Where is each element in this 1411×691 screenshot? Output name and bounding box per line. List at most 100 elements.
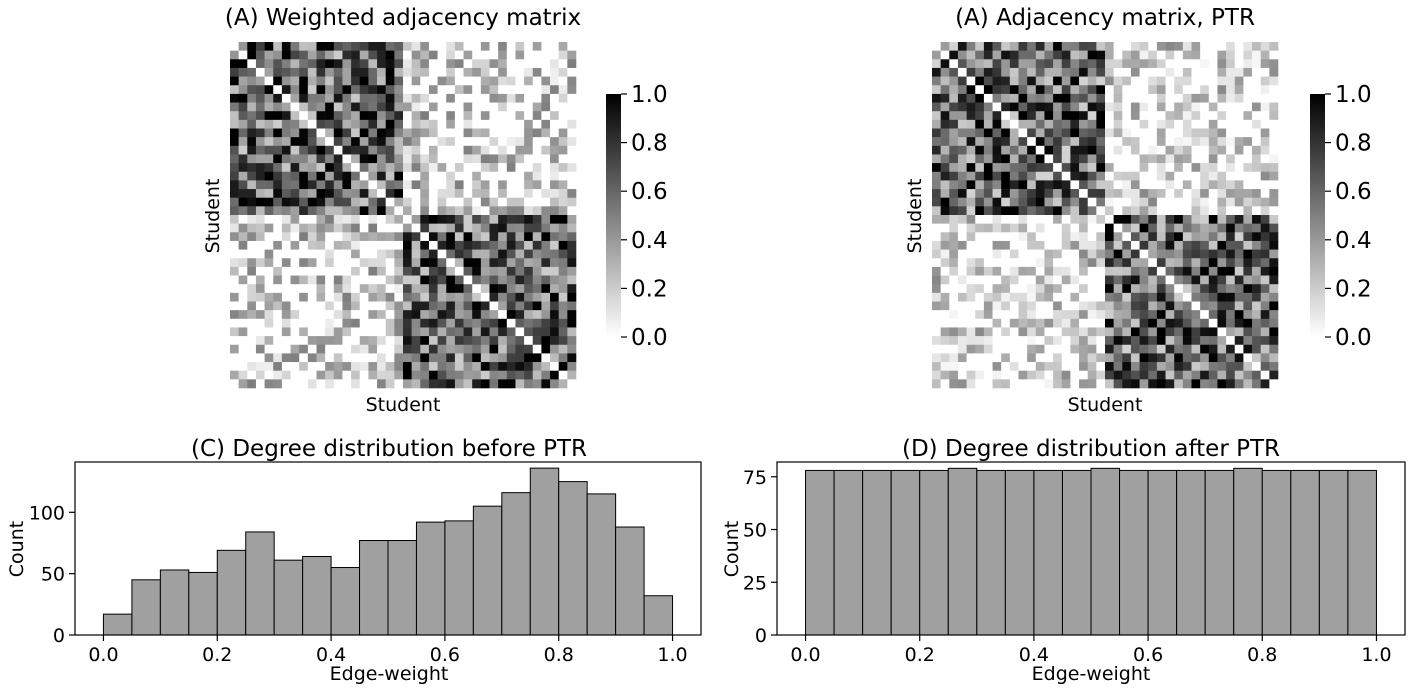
heatmap-cell: [1096, 232, 1106, 242]
heatmap-cell: [264, 154, 274, 164]
heatmap-cell: [524, 42, 534, 51]
heatmap-cell: [420, 171, 430, 181]
heatmap-cell: [290, 292, 300, 302]
heatmap-cell: [966, 318, 976, 328]
heatmap-cell: [299, 344, 309, 354]
heatmap-cell: [1130, 310, 1140, 320]
heatmap-cell: [437, 50, 447, 60]
heatmap-cell: [1096, 76, 1106, 86]
heatmap-cell: [498, 50, 508, 60]
heatmap-cell: [1061, 128, 1071, 138]
heatmap-cell: [558, 249, 568, 259]
heatmap-cell: [1156, 197, 1166, 207]
heatmap-cell: [1148, 145, 1158, 155]
histogram-bar: [890, 469, 921, 636]
heatmap-cell: [472, 128, 482, 138]
heatmap-cell: [1122, 223, 1132, 233]
heatmap-cell: [281, 180, 291, 190]
heatmap-cell: [1070, 258, 1080, 268]
heatmap-cell: [983, 189, 993, 198]
heatmap-cell: [1217, 240, 1227, 250]
x-tick-label: 0.2: [905, 644, 935, 666]
heatmap-cell: [940, 180, 950, 190]
heatmap-cell: [1113, 249, 1123, 259]
heatmap-cell: [420, 275, 430, 285]
heatmap-cell: [567, 111, 577, 121]
heatmap-cell: [480, 76, 490, 86]
heatmap-cell: [506, 258, 516, 268]
heatmap-cell: [255, 240, 265, 250]
heatmap-cell: [1182, 145, 1192, 155]
heatmap-cell: [299, 310, 309, 320]
heatmap-cell: [1096, 249, 1106, 259]
heatmap-cell: [1148, 292, 1158, 302]
heatmap-cell: [325, 111, 335, 121]
heatmap-cell: [394, 76, 404, 86]
heatmap-cell: [1105, 189, 1114, 198]
heatmap-cell: [480, 154, 490, 164]
heatmap-cell: [1226, 353, 1236, 363]
heatmap-cell: [385, 310, 395, 320]
heatmap-cell: [1113, 284, 1123, 294]
heatmap-cell: [255, 215, 265, 224]
heatmap-cell: [325, 292, 335, 302]
heatmap-cell: [949, 327, 959, 337]
heatmap-cell: [1070, 42, 1080, 51]
heatmap-cell: [1234, 379, 1244, 389]
heatmap-cell: [1096, 379, 1106, 389]
heatmap-cell: [255, 119, 265, 129]
heatmap-cell: [1139, 197, 1149, 207]
heatmap-cell: [238, 197, 248, 207]
heatmap-cell: [975, 301, 985, 311]
heatmap-cell: [403, 102, 412, 112]
heatmap-cell: [992, 249, 1002, 259]
heatmap-cell: [1217, 163, 1227, 173]
heatmap-cell: [437, 59, 447, 69]
y-tick-label: 100: [29, 502, 65, 524]
heatmap-cell: [1096, 362, 1106, 371]
heatmap-cell: [966, 336, 976, 346]
heatmap-cell: [992, 180, 1002, 190]
heatmap-cell: [1096, 145, 1106, 155]
heatmap-cell: [403, 275, 412, 285]
heatmap-cell: [1208, 336, 1218, 346]
heatmap-cell: [1061, 171, 1071, 181]
heatmap-cell: [342, 327, 352, 337]
heatmap-cell: [1105, 344, 1114, 354]
heatmap-cell: [385, 223, 395, 233]
heatmap-cell: [1174, 42, 1184, 51]
heatmap-cell: [420, 240, 430, 250]
axes-frame: [776, 461, 1406, 636]
heatmap-cell: [333, 197, 343, 207]
heatmap-cell: [992, 223, 1002, 233]
heatmap-cell: [550, 249, 559, 259]
heatmap-cell: [1113, 310, 1123, 320]
heatmap-cell: [949, 215, 959, 224]
heatmap-cell: [1217, 171, 1227, 181]
heatmap-cell: [932, 327, 941, 337]
heatmap-cell: [1234, 310, 1244, 320]
heatmap-cell: [1174, 189, 1184, 198]
heatmap-cell: [567, 232, 577, 242]
heatmap-cell: [1156, 284, 1166, 294]
heatmap-cell: [1001, 180, 1011, 190]
heatmap-cell: [273, 180, 283, 190]
heatmap-cell: [524, 206, 534, 216]
heatmap-cell: [333, 344, 343, 354]
heatmap-cell: [1234, 154, 1244, 164]
heatmap-cell: [299, 206, 309, 216]
heatmap-cell: [1096, 327, 1106, 337]
heatmap-cell: [403, 163, 412, 173]
heatmap-cell: [273, 344, 283, 354]
heatmap-cell: [368, 76, 378, 86]
heatmap-cell: [264, 67, 274, 77]
colorbar-tick-label: 1.0: [1335, 82, 1372, 108]
heatmap-cell: [1044, 344, 1054, 354]
heatmap-cell: [1018, 336, 1028, 346]
heatmap-cell: [1096, 240, 1106, 250]
heatmap-cell: [385, 284, 395, 294]
heatmap-cell: [515, 67, 525, 77]
heatmap-cell: [385, 353, 395, 363]
heatmap-cell: [983, 93, 993, 103]
heatmap-cell: [472, 67, 482, 77]
